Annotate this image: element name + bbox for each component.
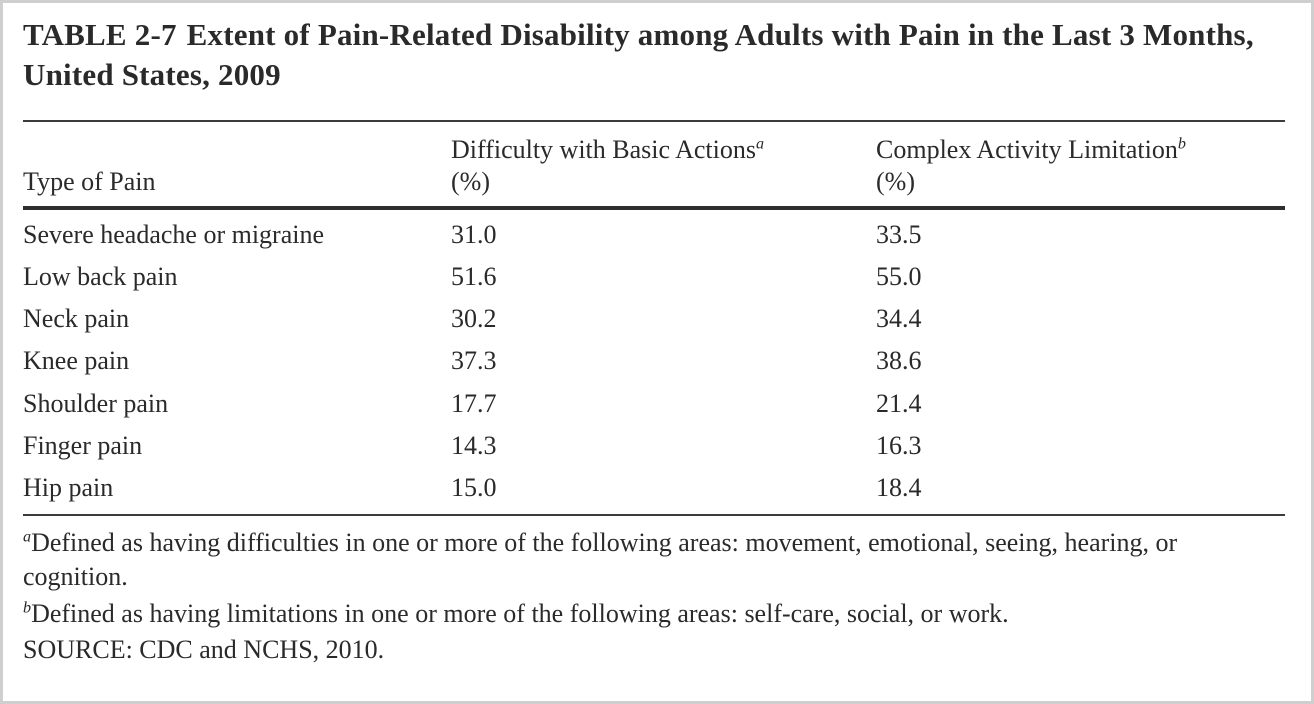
footnote-b-marker: b: [23, 599, 32, 617]
table-row: Neck pain 30.2 34.4: [23, 298, 1285, 340]
col-header-difficulty-unit: (%): [451, 167, 490, 197]
footnote-a-marker: a: [23, 528, 32, 546]
col-header-difficulty-sup: a: [756, 135, 765, 153]
table-row: Severe headache or migraine 31.0 33.5: [23, 208, 1285, 256]
col-header-limitation-unit: (%): [876, 167, 915, 197]
limitation-value-cell: 18.4: [876, 472, 922, 502]
col-header-limitation-sup: b: [1177, 135, 1186, 153]
pain-type-cell: Neck pain: [23, 304, 130, 334]
col-header-difficulty: Difficulty with Basic Actionsa (%): [451, 121, 876, 210]
col-header-limitation-label: Complex Activity Limitation: [876, 135, 1178, 165]
table-caption: Extent of Pain-Related Disability among …: [23, 17, 1254, 92]
limitation-value-cell: 21.4: [876, 388, 922, 418]
col-header-difficulty-label: Difficulty with Basic Actions: [451, 135, 756, 165]
footnotes: aDefined as having difficulties in one o…: [23, 526, 1285, 667]
footnote-a: aDefined as having difficulties in one o…: [23, 526, 1285, 595]
pain-type-cell: Shoulder pain: [23, 388, 169, 418]
pain-type-cell: Severe headache or migraine: [23, 219, 325, 249]
table-row: Low back pain 51.6 55.0: [23, 256, 1285, 298]
pain-type-cell: Low back pain: [23, 261, 178, 291]
limitation-value-cell: 34.4: [876, 304, 922, 334]
col-header-type: Type of Pain: [23, 121, 451, 210]
col-header-limitation: Complex Activity Limitationb (%): [876, 121, 1285, 210]
table-body: Severe headache or migraine 31.0 33.5 Low b…: [23, 208, 1285, 514]
table-row: Shoulder pain 17.7 21.4: [23, 383, 1285, 425]
data-table: Type of Pain Difficulty with Basic Actio…: [23, 120, 1285, 514]
limitation-value-cell: 16.3: [876, 430, 922, 460]
limitation-value-cell: 33.5: [876, 219, 922, 249]
table-number: TABLE 2-7: [23, 17, 177, 52]
difficulty-value-cell: 37.3: [451, 346, 497, 376]
header-row: Type of Pain Difficulty with Basic Actio…: [23, 121, 1285, 210]
pain-type-cell: Finger pain: [23, 430, 143, 460]
table-row: Hip pain 15.0 18.4: [23, 467, 1285, 514]
difficulty-value-cell: 30.2: [451, 304, 497, 334]
limitation-value-cell: 55.0: [876, 261, 922, 291]
footnote-b-text: Defined as having limitations in one or …: [31, 598, 1009, 628]
pain-type-cell: Knee pain: [23, 346, 130, 376]
difficulty-value-cell: 31.0: [451, 219, 497, 249]
difficulty-value-cell: 14.3: [451, 430, 497, 460]
footnote-a-text: Defined as having difficulties in one or…: [23, 528, 1178, 592]
difficulty-value-cell: 15.0: [451, 472, 497, 502]
limitation-value-cell: 38.6: [876, 346, 922, 376]
pain-type-cell: Hip pain: [23, 472, 114, 502]
table-row: Knee pain 37.3 38.6: [23, 340, 1285, 382]
table-row: Finger pain 14.3 16.3: [23, 425, 1285, 467]
col-header-type-label: Type of Pain: [23, 167, 156, 197]
table-bottom-rule: [23, 514, 1285, 517]
difficulty-value-cell: 17.7: [451, 388, 497, 418]
source-line: SOURCE: CDC and NCHS, 2010.: [23, 635, 385, 665]
difficulty-value-cell: 51.6: [451, 261, 497, 291]
footnote-b: bDefined as having limitations in one or…: [23, 597, 1285, 631]
table-title: TABLE 2-7 Extent of Pain-Related Disabili…: [23, 15, 1285, 94]
